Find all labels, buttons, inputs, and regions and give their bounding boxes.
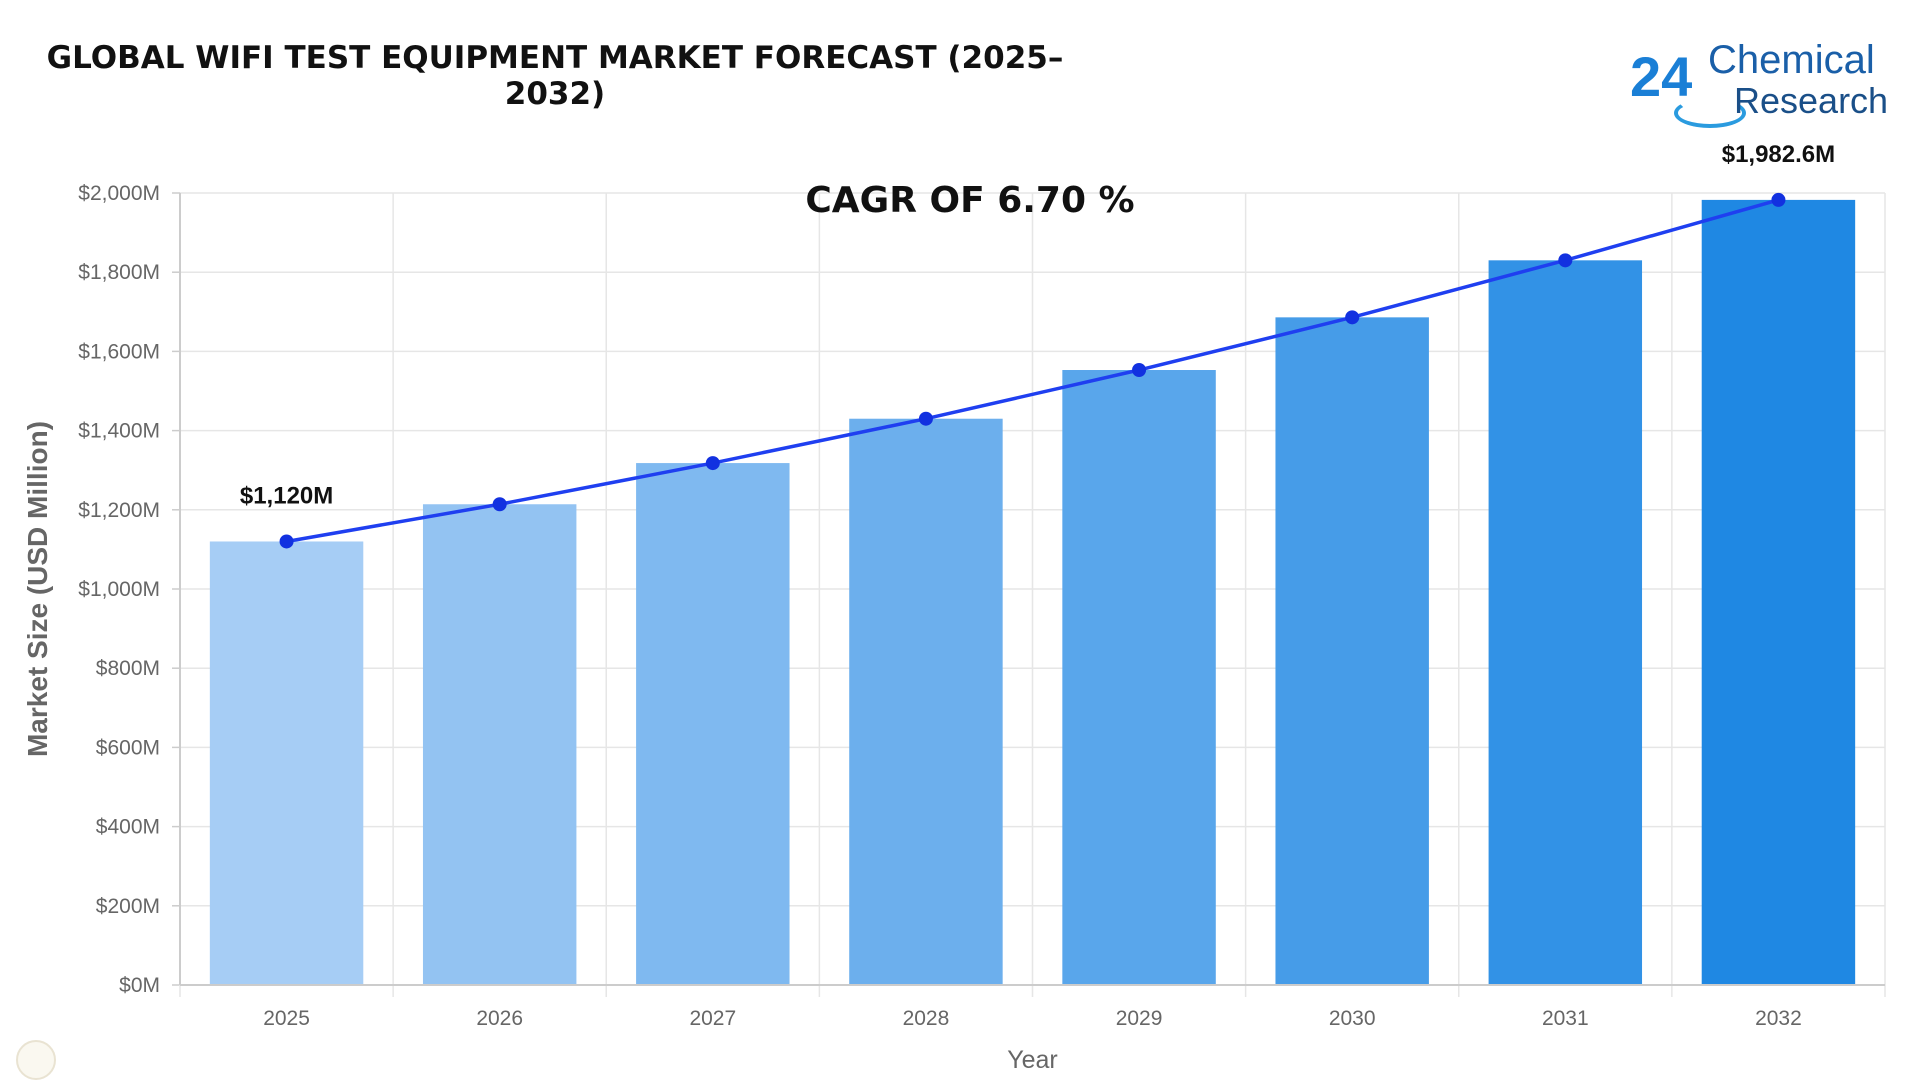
x-tick-label: 2028 <box>903 1007 950 1030</box>
trend-point-2025 <box>279 534 294 549</box>
logo-line-1: Chemical <box>1708 38 1875 82</box>
x-axis-title: Year <box>1007 1046 1058 1074</box>
flask-ring-icon <box>1674 98 1746 128</box>
bar-2029 <box>1062 370 1216 986</box>
x-tick-label: 2025 <box>263 1007 310 1030</box>
trend-point-2030 <box>1345 310 1360 325</box>
y-axis-title: Market Size (USD Million) <box>22 421 53 757</box>
x-tick-label: 2030 <box>1329 1007 1376 1030</box>
y-tick-label: $0M <box>119 974 160 997</box>
y-tick-label: $1,200M <box>78 499 160 522</box>
bar-2026 <box>422 504 577 985</box>
y-tick-label: $200M <box>96 895 160 918</box>
y-tick-label: $1,600M <box>78 340 160 363</box>
y-tick-label: $800M <box>96 657 160 680</box>
x-tick-label: 2032 <box>1755 1007 1802 1030</box>
bar-2028 <box>849 418 1003 986</box>
data-label: $1,120M <box>240 482 333 509</box>
bar-2031 <box>1488 260 1643 985</box>
chart-title: GLOBAL WIFI TEST EQUIPMENT MARKET FORECA… <box>46 40 1064 112</box>
y-tick-label: $1,800M <box>78 261 160 284</box>
trend-line <box>286 198 1779 544</box>
trend-point-2028 <box>918 411 933 426</box>
x-tick-label: 2029 <box>1116 1007 1163 1030</box>
logo-number: 24 <box>1630 45 1693 108</box>
data-label: $1,982.6M <box>1722 141 1835 168</box>
watermark-badge-icon <box>16 1040 56 1080</box>
y-tick-label: $1,400M <box>78 420 160 443</box>
x-tick-label: 2026 <box>476 1007 523 1030</box>
bar-2027 <box>636 463 790 985</box>
company-logo: 24 Chemical Research <box>1630 36 1900 128</box>
y-tick-label: $400M <box>96 816 160 839</box>
trend-point-2027 <box>705 456 720 471</box>
bar-2030 <box>1275 317 1429 985</box>
x-tick-label: 2027 <box>689 1007 736 1030</box>
trend-point-2029 <box>1132 363 1147 378</box>
y-tick-label: $1,000M <box>78 578 160 601</box>
trend-point-2031 <box>1558 253 1573 268</box>
trend-point-2032 <box>1771 192 1786 207</box>
y-tick-label: $2,000M <box>78 182 160 205</box>
trend-point-2026 <box>492 497 507 512</box>
cagr-annotation: CAGR OF 6.70 % <box>805 180 1135 221</box>
logo-line-2: Research <box>1734 80 1889 121</box>
bar-2032 <box>1701 199 1856 986</box>
y-tick-label: $600M <box>96 736 160 759</box>
x-tick-label: 2031 <box>1542 1007 1589 1030</box>
bar-2025 <box>209 541 364 985</box>
